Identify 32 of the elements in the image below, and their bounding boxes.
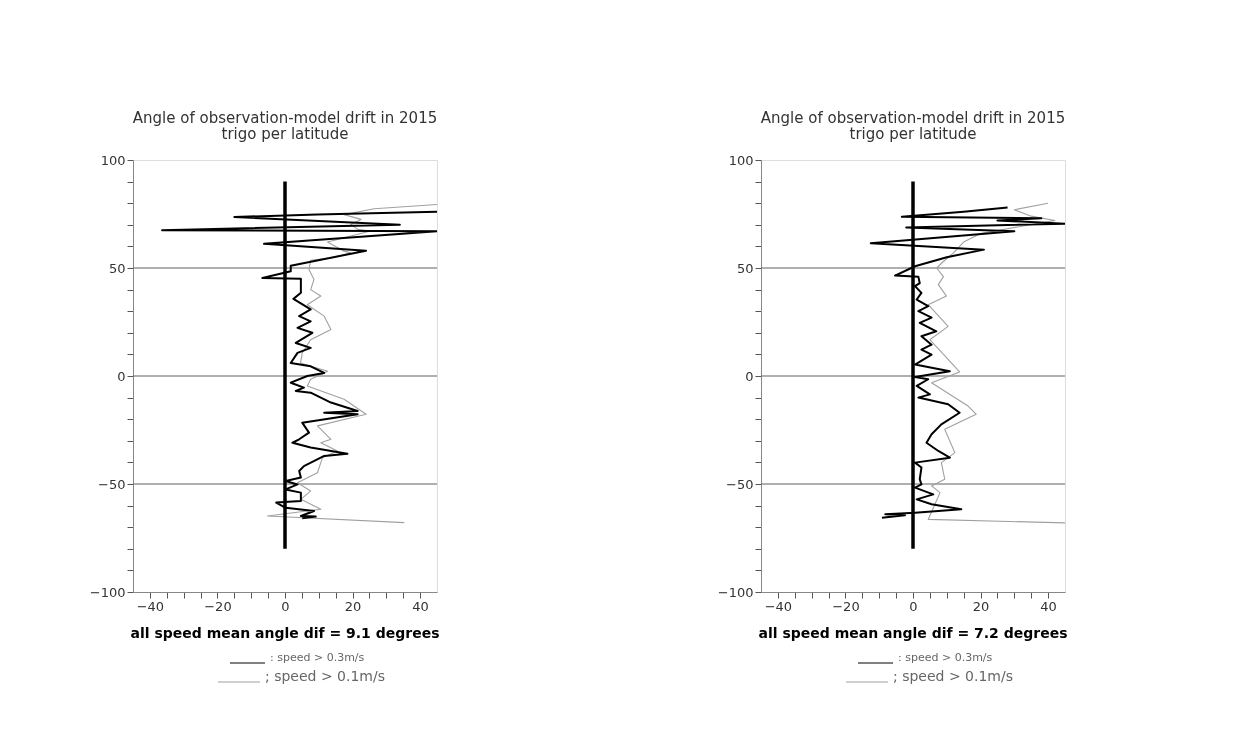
y-tick-label: −100 bbox=[717, 584, 754, 600]
x-tick-label: 20 bbox=[972, 598, 990, 614]
legend-label: ; speed > 0.1m/s bbox=[265, 668, 386, 684]
text: all speed mean angle dif = 7.2 degrees bbox=[758, 625, 1068, 641]
x-tick-label: −20 bbox=[832, 598, 860, 614]
legend-label: : speed > 0.3m/s bbox=[898, 651, 993, 664]
chart-subtitle: trigo per latitude bbox=[849, 125, 977, 143]
y-tick-label: −100 bbox=[89, 584, 126, 600]
y-tick-label: 100 bbox=[100, 152, 126, 168]
legend-label: ; speed > 0.1m/s bbox=[893, 668, 1014, 684]
legend-label: : speed > 0.3m/s bbox=[270, 651, 365, 664]
chart-subtitle: trigo per latitude bbox=[221, 125, 349, 143]
x-tick-label: 0 bbox=[909, 598, 918, 614]
chart-title: Angle of observation-model drift in 2015 bbox=[760, 109, 1066, 127]
y-tick-label: 0 bbox=[117, 368, 126, 384]
y-tick-label: 50 bbox=[108, 260, 126, 276]
text: all speed mean angle dif = 9.1 degrees bbox=[130, 625, 440, 641]
y-tick-label: 100 bbox=[728, 152, 754, 168]
y-tick-label: −50 bbox=[98, 476, 126, 492]
x-tick-label: 40 bbox=[1040, 598, 1057, 614]
line-series bbox=[266, 203, 437, 524]
line-series bbox=[927, 202, 1065, 524]
x-tick-label: −20 bbox=[204, 598, 232, 614]
y-tick-label: 0 bbox=[745, 368, 754, 384]
y-tick-label: 50 bbox=[736, 260, 754, 276]
y-tick-label: −50 bbox=[726, 476, 754, 492]
x-tick-label: 0 bbox=[281, 598, 290, 614]
chart-title: Angle of observation-model drift in 2015 bbox=[132, 109, 438, 127]
x-tick-label: 20 bbox=[344, 598, 362, 614]
x-tick-label: −40 bbox=[136, 598, 165, 614]
x-tick-label: 40 bbox=[412, 598, 429, 614]
x-tick-label: −40 bbox=[764, 598, 793, 614]
